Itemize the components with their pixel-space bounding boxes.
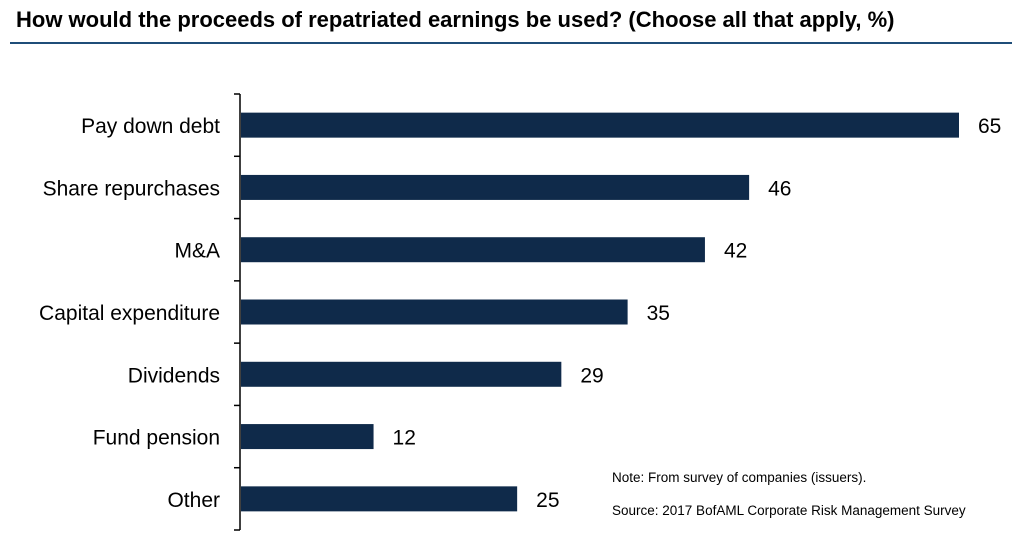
category-label: Share repurchases [43, 177, 220, 200]
data-label: 29 [580, 364, 603, 387]
bar [241, 361, 562, 387]
chart-source: Source: 2017 BofAML Corporate Risk Manag… [612, 503, 966, 518]
bar [241, 112, 959, 138]
bar [241, 486, 518, 512]
data-label: 35 [647, 302, 670, 325]
category-label: Dividends [128, 364, 220, 387]
bar [241, 174, 750, 200]
data-label: 46 [768, 177, 791, 200]
bar [241, 237, 705, 263]
category-label: M&A [174, 240, 220, 263]
bar [241, 299, 628, 325]
category-label: Fund pension [93, 427, 220, 450]
category-label: Pay down debt [81, 115, 220, 138]
chart-note: Note: From survey of companies (issuers)… [612, 470, 867, 485]
data-label: 25 [536, 489, 559, 512]
data-label: 65 [978, 115, 1001, 138]
category-label: Capital expenditure [39, 302, 220, 325]
bar [241, 424, 374, 450]
data-label: 42 [724, 240, 747, 263]
chart-title: How would the proceeds of repatriated ea… [16, 7, 895, 32]
category-label: Other [167, 489, 220, 512]
data-label: 12 [393, 427, 416, 450]
title-divider [10, 42, 1012, 44]
